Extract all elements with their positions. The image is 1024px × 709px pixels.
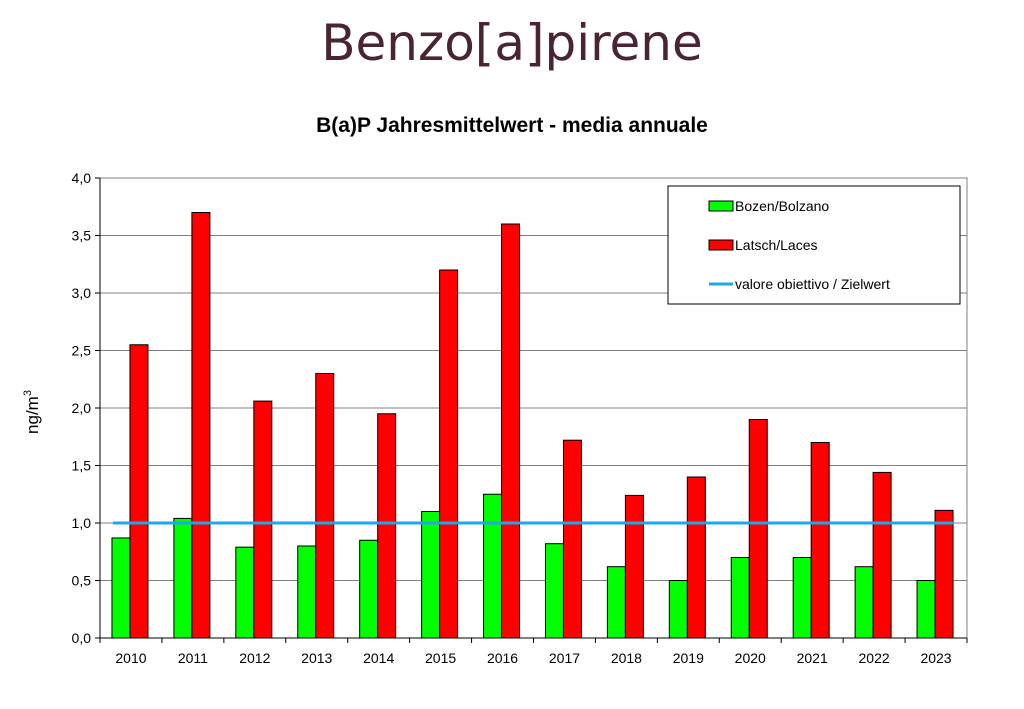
- tick-labels: 0,0 0,5 1,0 1,5 2,0 2,5 3,0 3,5 4,0 2010 2011 2012 2…: [22, 170, 952, 666]
- y-tick-label: 0,0: [72, 630, 92, 646]
- bar-bozen-2015: [421, 511, 441, 639]
- bar-bozen-2021: [792, 557, 812, 639]
- bar-latsch-2014: [377, 413, 397, 639]
- x-tick-label: 2023: [920, 650, 951, 666]
- bar-latsch-2016: [501, 223, 521, 639]
- bar-bozen-2011: [173, 517, 193, 639]
- bar-latsch-2015: [439, 269, 459, 639]
- axes: [95, 177, 968, 643]
- y-tick-label: 1,0: [72, 515, 92, 531]
- bar-bozen-2012: [235, 546, 255, 639]
- bar-bozen-2019: [668, 580, 688, 639]
- x-tick-label: 2022: [859, 650, 890, 666]
- x-tick-label: 2011: [178, 650, 208, 666]
- page-title: Benzo[a]pirene: [321, 14, 703, 72]
- bar-latsch-2020: [748, 419, 768, 639]
- x-tick-label: 2015: [425, 650, 456, 666]
- bar-latsch-2021: [810, 442, 830, 639]
- y-tick-label: 1,5: [72, 458, 92, 474]
- x-tick-label: 2020: [735, 650, 766, 666]
- bar-latsch-2013: [315, 373, 335, 639]
- bar-bozen-2014: [359, 539, 379, 639]
- legend-swatch-bozen: [708, 200, 734, 212]
- y-tick-label: 0,5: [72, 573, 92, 589]
- y-axis-label: ng/m3: [22, 390, 42, 434]
- bar-bozen-2023: [916, 580, 936, 639]
- legend: Bozen/Bolzano Latsch/Laces valore obiettiv…: [667, 185, 961, 305]
- y-tick-label: 4,0: [72, 170, 92, 186]
- bar-bozen-2018: [606, 566, 626, 639]
- bar-latsch-2010: [129, 344, 149, 639]
- y-tick-label: 2,0: [72, 400, 92, 416]
- bar-latsch-2019: [686, 476, 706, 639]
- bar-bozen-2013: [297, 545, 317, 639]
- legend-swatch-latsch: [708, 239, 734, 251]
- bar-bozen-2017: [544, 543, 564, 639]
- y-tick-label: 3,0: [72, 285, 92, 301]
- y-tick-label: 3,5: [72, 228, 92, 244]
- y-tick-label: 2,5: [72, 343, 92, 359]
- bar-latsch-2018: [624, 494, 644, 639]
- bar-latsch-2022: [872, 471, 892, 639]
- x-tick-label: 2013: [301, 650, 332, 666]
- bar-latsch-2012: [253, 400, 273, 639]
- bar-bozen-2022: [854, 566, 874, 639]
- x-tick-label: 2014: [363, 650, 394, 666]
- bar-bozen-2010: [111, 537, 131, 639]
- bar-latsch-2023: [934, 509, 954, 639]
- bar-bozen-2020: [730, 557, 750, 639]
- x-tick-label: 2018: [611, 650, 642, 666]
- legend-label-latsch: Latsch/Laces: [735, 237, 818, 253]
- x-tick-label: 2019: [673, 650, 704, 666]
- x-tick-label: 2017: [549, 650, 580, 666]
- bar-latsch-2017: [562, 439, 582, 639]
- legend-label-bozen: Bozen/Bolzano: [735, 198, 829, 214]
- x-tick-label: 2012: [239, 650, 270, 666]
- x-tick-label: 2010: [115, 650, 146, 666]
- chart-title: B(a)P Jahresmittelwert - media annuale: [316, 114, 708, 137]
- legend-label-target: valore obiettivo / Zielwert: [735, 276, 890, 292]
- x-tick-label: 2021: [797, 650, 828, 666]
- x-tick-label: 2016: [487, 650, 518, 666]
- bar-bozen-2016: [483, 493, 503, 639]
- bar-latsch-2011: [191, 212, 211, 639]
